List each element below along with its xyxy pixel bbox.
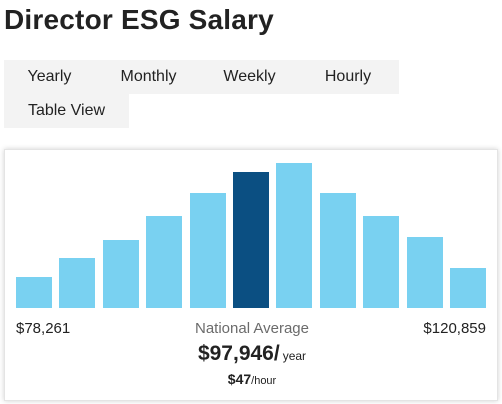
histogram-bar [16,277,52,308]
hourly-rate: $47/hour [5,371,499,389]
salary-card: $78,261 National Average $120,859 $97,94… [4,149,498,401]
period-tabs: Yearly Monthly Weekly Hourly [4,60,399,94]
tab-weekly[interactable]: Weekly [223,68,276,85]
tab-yearly[interactable]: Yearly [27,68,72,85]
hourly-rate-unit: /hour [251,375,277,387]
tab-table-view[interactable]: Table View [4,94,129,128]
histogram-bar [319,193,356,308]
histogram-bar [406,237,443,308]
national-average-label: National Average [195,320,309,337]
histogram-bar [189,193,226,308]
histogram-bar [146,216,183,308]
hourly-rate-value: $47 [227,371,252,387]
average-salary-value: $97,946/ [197,342,280,365]
histogram-bar [450,268,486,308]
histogram-bar [59,258,96,308]
histogram-bar [363,216,400,308]
salary-min-label: $78,261 [16,320,71,337]
average-salary-unit: year [282,349,307,363]
histogram-bar [102,240,139,308]
tab-monthly[interactable]: Monthly [120,68,177,85]
salary-max-label: $120,859 [423,320,486,337]
histogram-bar [276,163,313,308]
tab-hourly[interactable]: Hourly [324,68,372,85]
average-salary: $97,946/year [5,342,499,366]
salary-distribution-chart [5,150,499,310]
histogram-bar [233,172,269,308]
page-title: Director ESG Salary [4,4,274,35]
